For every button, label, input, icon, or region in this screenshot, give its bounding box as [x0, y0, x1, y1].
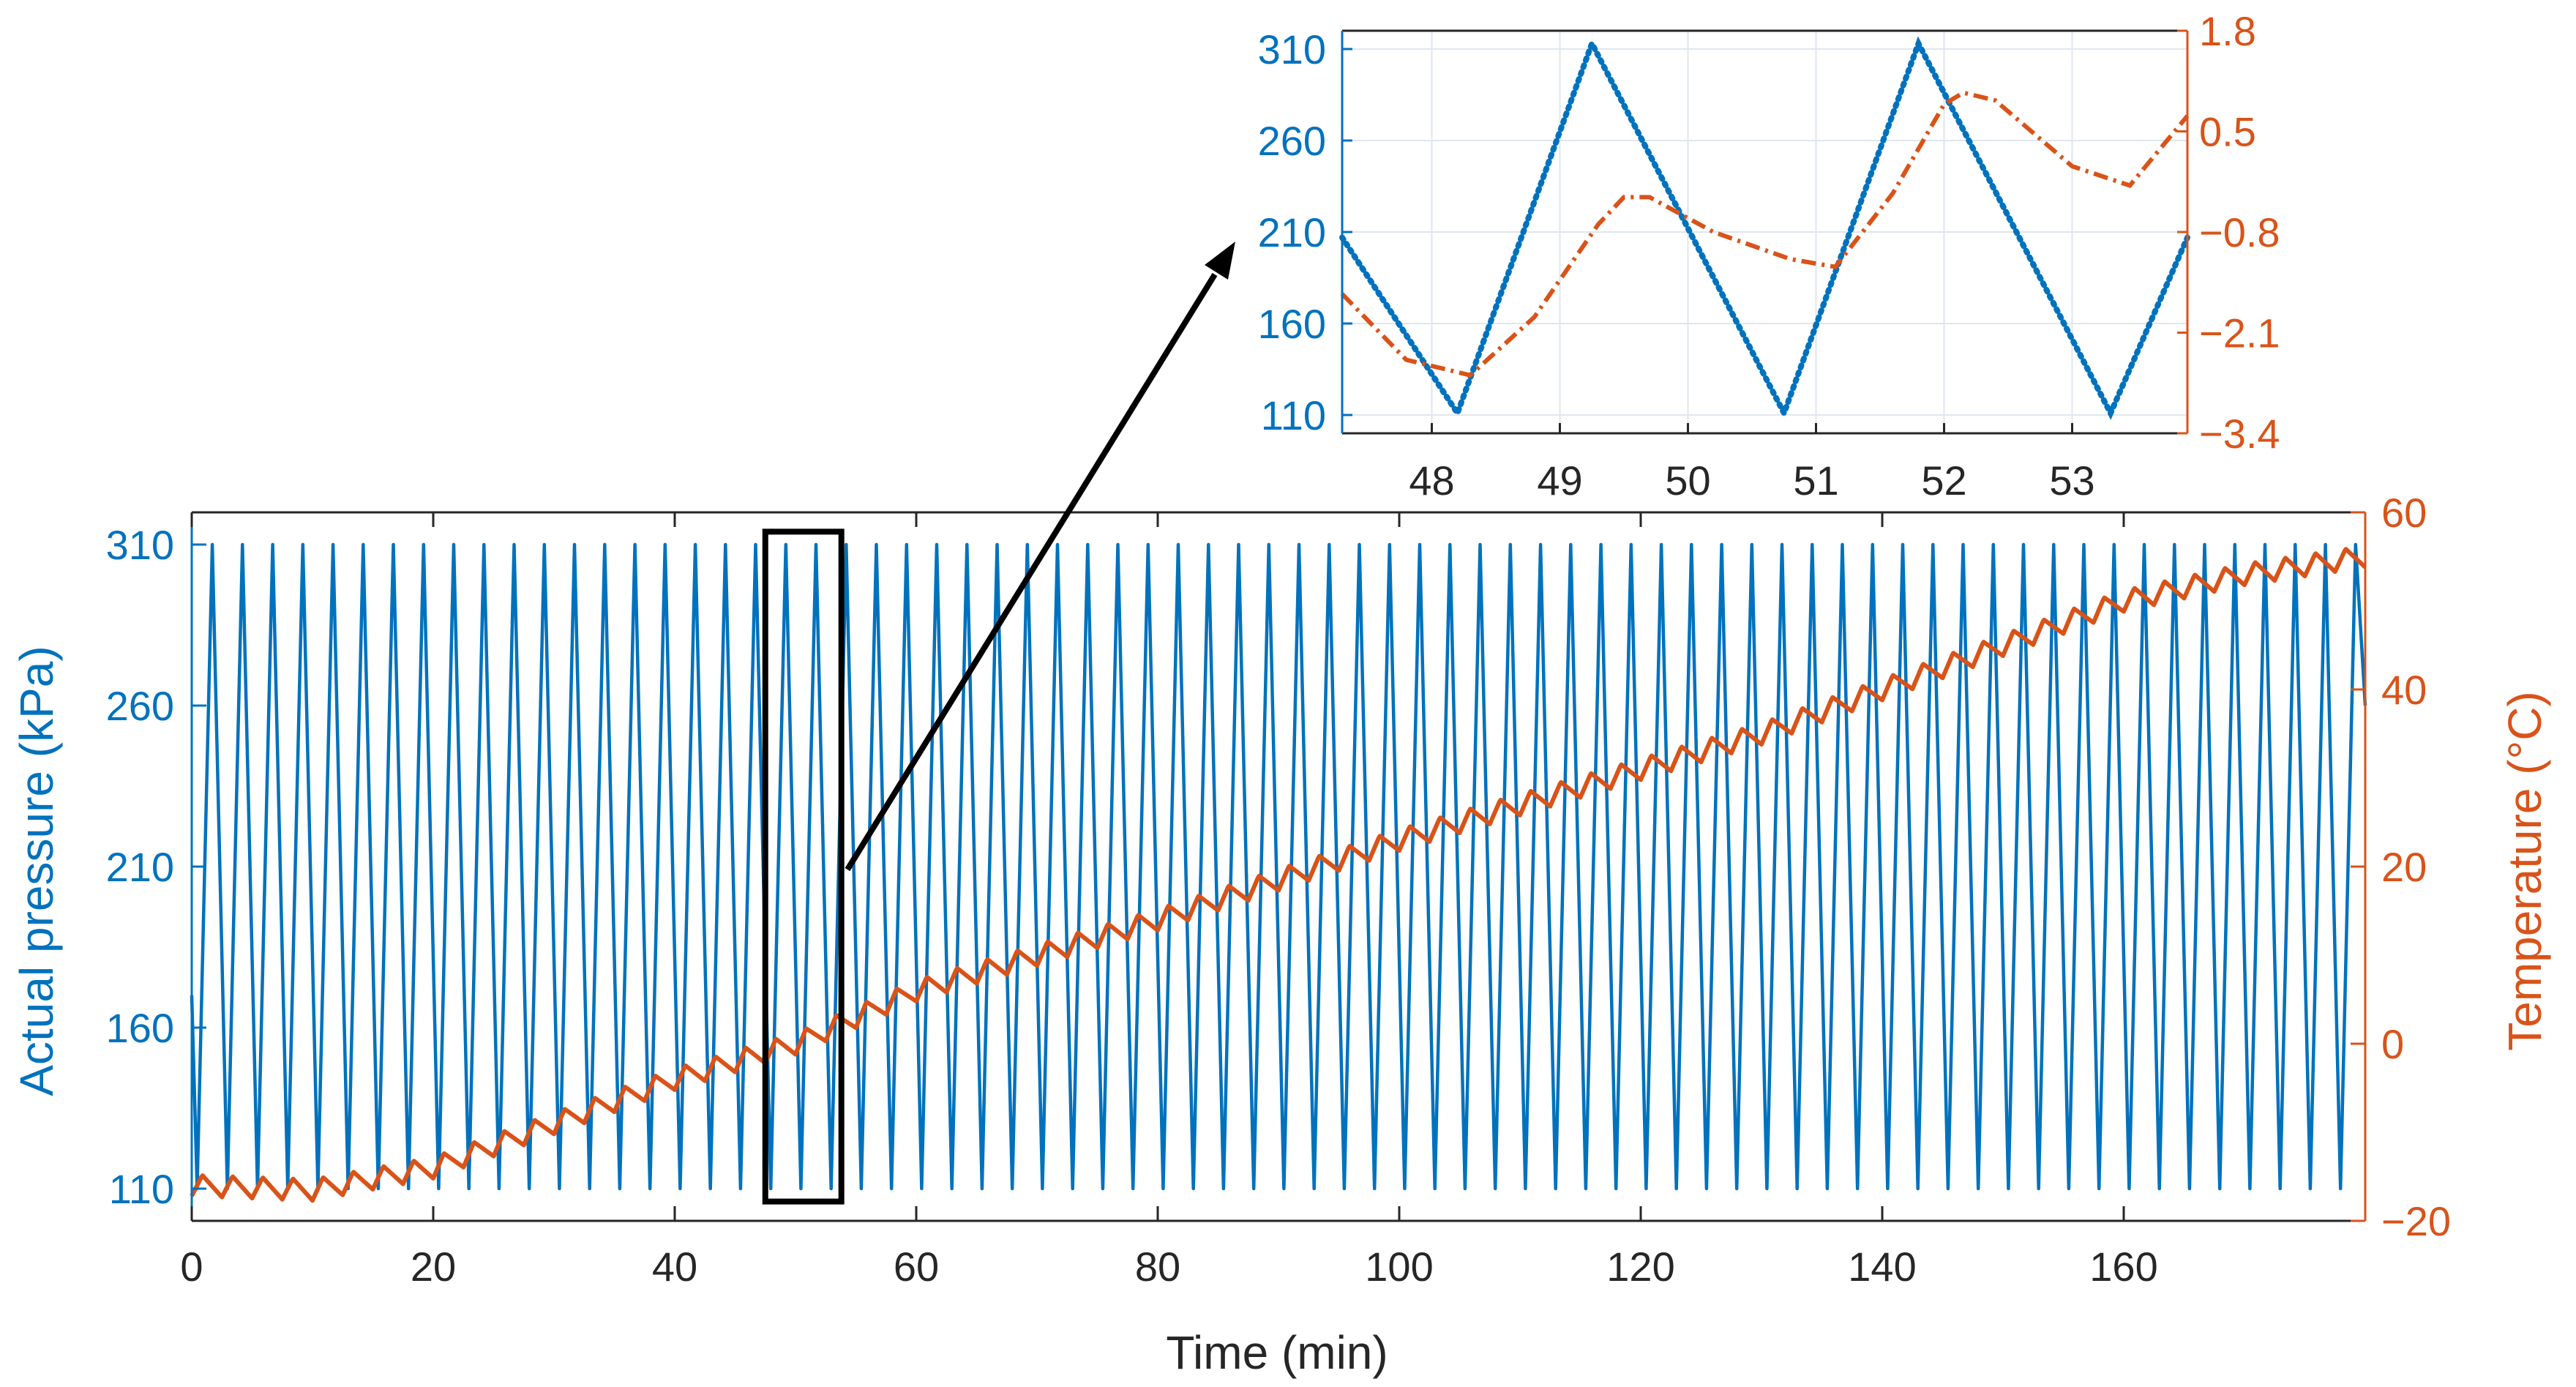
- inset-left-tick-label: 160: [1258, 301, 1326, 347]
- inset-right-tick-label: 1.8: [2199, 8, 2256, 54]
- main-left-tick-label: 260: [106, 683, 174, 729]
- main-left-tick-label: 310: [106, 522, 174, 568]
- inset-right-tick-labels: −3.4 −2.1 −0.8 0.5 1.8: [2199, 8, 2280, 457]
- main-chart: 0 20 40 60 80 100 120 140 160 110 160 210 260 310 −2…: [10, 490, 2551, 1379]
- main-x-tick-label: 140: [1848, 1244, 1916, 1290]
- temperature-series-line: [190, 547, 2367, 1203]
- main-axes: [190, 511, 2367, 1222]
- inset-left-tick-label: 260: [1258, 118, 1326, 164]
- main-x-tick-label: 80: [1135, 1244, 1180, 1290]
- inset-pressure-series-line: [1339, 36, 2190, 421]
- callout-arrow: [845, 242, 1235, 872]
- main-left-tick-label: 110: [109, 1166, 174, 1212]
- inset-left-tick-labels: 110 160 210 260 310: [1258, 26, 1326, 438]
- main-x-tick-label: 120: [1606, 1244, 1674, 1290]
- pressure-series-line: [190, 542, 2367, 1191]
- inset-left-tick-label: 210: [1258, 209, 1326, 255]
- main-x-axis-label: Time (min): [1166, 1326, 1388, 1379]
- inset-right-tick-label: −0.8: [2199, 209, 2280, 255]
- main-left-tick-label: 160: [106, 1005, 174, 1051]
- inset-x-tick-label: 51: [1793, 457, 1838, 504]
- main-x-tick-label: 100: [1365, 1244, 1433, 1290]
- main-x-tick-label: 160: [2089, 1244, 2157, 1290]
- main-x-tick-label: 60: [894, 1244, 939, 1290]
- main-plot-area: [190, 542, 2367, 1203]
- inset-chart: 48 49 50 51 52 53 110 160 210 260 310 −3.4 −2.1 −0.…: [1258, 8, 2280, 504]
- main-x-tick-label: 0: [180, 1244, 203, 1290]
- inset-x-tick-label: 53: [2049, 457, 2094, 504]
- zoom-box: [762, 528, 845, 1205]
- main-right-tick-label: 20: [2381, 844, 2427, 890]
- inset-axes: [1341, 29, 2189, 435]
- inset-plot-area: [1339, 36, 2190, 421]
- inset-temperature-series-line: [1340, 90, 2190, 378]
- main-right-tick-label: 0: [2381, 1021, 2404, 1067]
- inset-right-tick-label: 0.5: [2199, 109, 2256, 155]
- main-x-tick-labels: 0 20 40 60 80 100 120 140 160: [180, 1244, 2157, 1290]
- inset-x-tick-label: 50: [1665, 457, 1710, 504]
- inset-x-tick-label: 48: [1409, 457, 1454, 504]
- main-x-tick-label: 20: [411, 1244, 456, 1290]
- inset-x-tick-labels: 48 49 50 51 52 53: [1409, 457, 2094, 504]
- main-right-axis-label: Temperature (°C): [2498, 691, 2551, 1051]
- inset-right-tick-label: −2.1: [2199, 310, 2280, 356]
- main-x-tick-label: 40: [652, 1244, 697, 1290]
- main-right-tick-labels: −20 0 20 40 60: [2381, 490, 2451, 1244]
- main-left-axis-label: Actual pressure (kPa): [10, 646, 63, 1096]
- main-left-tick-labels: 110 160 210 260 310: [106, 522, 174, 1212]
- callout-arrow-head: [1205, 242, 1235, 280]
- inset-right-tick-label: −3.4: [2199, 411, 2280, 457]
- inset-x-tick-label: 49: [1537, 457, 1582, 504]
- main-right-tick-label: 60: [2381, 490, 2427, 536]
- main-right-tick-label: 40: [2381, 667, 2427, 713]
- inset-x-tick-label: 52: [1921, 457, 1966, 504]
- inset-left-tick-label: 310: [1258, 26, 1326, 72]
- main-left-tick-label: 210: [106, 844, 174, 890]
- callout-arrow-line: [845, 272, 1218, 872]
- inset-left-tick-label: 110: [1261, 392, 1326, 438]
- inset-grid: [1342, 31, 2187, 433]
- main-right-tick-label: −20: [2381, 1198, 2451, 1244]
